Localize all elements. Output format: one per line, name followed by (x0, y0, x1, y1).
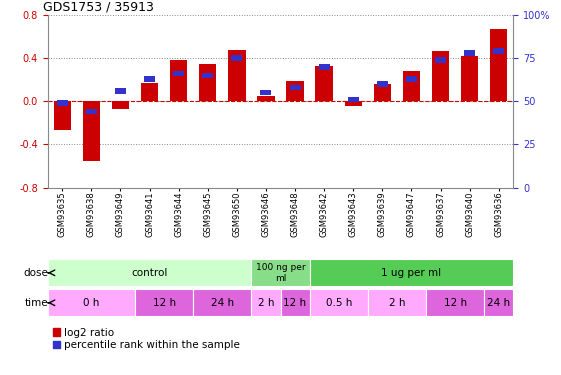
Bar (344, 101, 362, 106)
Text: 2 h: 2 h (389, 298, 405, 308)
Text: 24 h: 24 h (211, 298, 234, 308)
Text: GDS1753 / 35913: GDS1753 / 35913 (43, 1, 154, 14)
Bar (199, 63, 217, 101)
Bar (484, 290, 513, 316)
Bar (112, 101, 129, 109)
Bar (251, 260, 310, 286)
Bar (86, 109, 97, 114)
Bar (231, 56, 242, 61)
Bar (377, 81, 388, 87)
Bar (48, 260, 251, 286)
Bar (406, 76, 417, 82)
Text: control: control (131, 268, 168, 278)
Bar (173, 71, 184, 76)
Bar (310, 290, 368, 316)
Bar (135, 290, 193, 316)
Text: dose: dose (24, 268, 48, 278)
Bar (48, 290, 135, 316)
Bar (193, 290, 251, 316)
Text: 1 ug per ml: 1 ug per ml (381, 268, 442, 278)
Bar (426, 290, 484, 316)
Bar (260, 90, 272, 95)
Text: 12 h: 12 h (153, 298, 176, 308)
Bar (319, 64, 330, 69)
Text: 100 ng per
ml: 100 ng per ml (256, 263, 305, 282)
Bar (57, 100, 68, 106)
Text: time: time (25, 298, 48, 308)
Bar (461, 56, 479, 101)
Bar (115, 88, 126, 94)
Bar (202, 73, 213, 78)
Bar (286, 81, 304, 101)
Bar (289, 85, 301, 90)
Bar (141, 83, 158, 101)
Text: 12 h: 12 h (444, 298, 467, 308)
Text: 0.5 h: 0.5 h (325, 298, 352, 308)
Bar (257, 96, 275, 101)
Bar (368, 290, 426, 316)
Bar (53, 101, 71, 130)
Bar (170, 60, 187, 101)
Bar (374, 84, 391, 101)
Text: 12 h: 12 h (283, 298, 307, 308)
Legend: log2 ratio, percentile rank within the sample: log2 ratio, percentile rank within the s… (53, 328, 240, 350)
Bar (348, 97, 359, 102)
Text: 2 h: 2 h (257, 298, 274, 308)
Bar (464, 50, 475, 56)
Bar (280, 290, 310, 316)
Bar (315, 66, 333, 101)
Bar (435, 57, 446, 63)
Bar (82, 101, 100, 160)
Bar (432, 51, 449, 101)
Bar (310, 260, 513, 286)
Text: 0 h: 0 h (83, 298, 99, 308)
Text: 24 h: 24 h (487, 298, 511, 308)
Bar (144, 76, 155, 82)
Bar (403, 71, 420, 101)
Bar (493, 48, 504, 54)
Bar (490, 29, 508, 101)
Bar (228, 50, 246, 101)
Bar (251, 290, 280, 316)
